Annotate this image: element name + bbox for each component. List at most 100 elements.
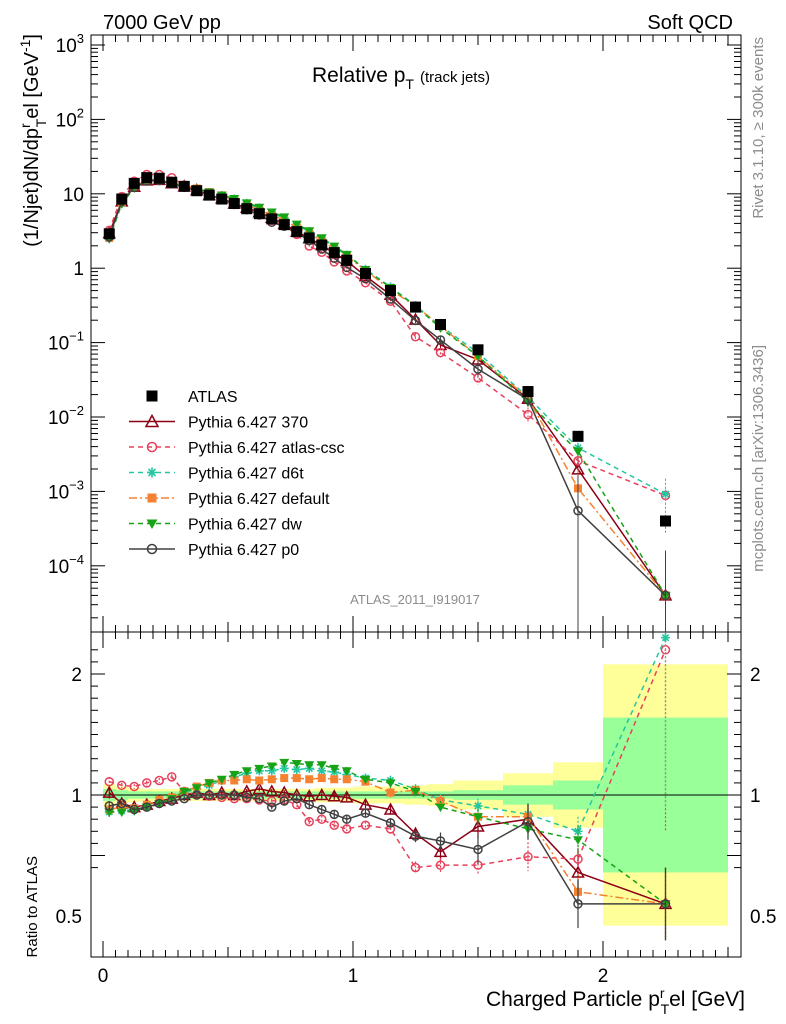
side-text-bottom: mcplots.cern.ch [arXiv:1306.3436] bbox=[750, 345, 767, 572]
data-point-atlas bbox=[216, 193, 228, 205]
ratio-point-dw bbox=[473, 813, 483, 822]
x-tick-label: 2 bbox=[598, 966, 609, 987]
data-point-atlas bbox=[435, 319, 446, 331]
data-point-atlas bbox=[316, 239, 328, 251]
ratio-point-default bbox=[267, 775, 276, 784]
point-atlas-csc bbox=[523, 409, 533, 420]
ratio-point-dw bbox=[304, 761, 315, 770]
data-point-atlas bbox=[178, 180, 190, 192]
ratio-point-dw bbox=[191, 784, 202, 793]
data-point-atlas bbox=[191, 185, 203, 197]
legend-marker bbox=[146, 543, 158, 555]
data-point-atlas bbox=[266, 213, 278, 225]
data-point-atlas bbox=[278, 219, 290, 231]
ratio-point-p0 bbox=[435, 836, 446, 846]
point-dw bbox=[573, 447, 583, 457]
ratio-point-p0 bbox=[229, 790, 239, 800]
ratio-point-d6t bbox=[292, 765, 302, 775]
ratio-point-dw bbox=[279, 758, 290, 768]
ratio-y-tick-label-right: 2 bbox=[750, 665, 761, 686]
legend-entry: Pythia 6.427 default bbox=[129, 491, 330, 508]
legend-marker bbox=[147, 467, 157, 478]
ratio-point-atlas-csc bbox=[360, 820, 371, 830]
ratio-y-tick-label-right: 0.5 bbox=[750, 907, 776, 928]
main-y-tick-label: 1 bbox=[73, 259, 84, 280]
data-point-atlas bbox=[103, 228, 115, 240]
legend-marker bbox=[146, 390, 158, 402]
ratio-point-dw bbox=[573, 836, 583, 845]
data-point-atlas bbox=[166, 176, 178, 188]
ratio-line-default bbox=[109, 777, 666, 905]
legend-marker bbox=[147, 493, 157, 503]
ratio-point-d6t bbox=[661, 633, 670, 643]
ratio-point-p0 bbox=[154, 798, 164, 809]
ratio-point-atlas-csc bbox=[167, 772, 177, 782]
ratio-point-dw bbox=[241, 767, 252, 776]
main-y-tick-label: 10−3 bbox=[48, 477, 84, 503]
ratio-y-tick-label: 2 bbox=[71, 665, 82, 686]
main-y-axis-label: (1/Njet)dN/dprTel [GeV-1] bbox=[17, 34, 49, 247]
ratio-point-p0 bbox=[167, 796, 177, 806]
ratio-point-dw bbox=[410, 787, 421, 797]
main-y-tick-label: 10−4 bbox=[48, 552, 84, 578]
ratio-point-p0 bbox=[204, 790, 214, 800]
ratio-point-dw bbox=[291, 760, 302, 769]
header-left: 7000 GeV pp bbox=[103, 12, 221, 34]
legend-label: Pythia 6.427 370 bbox=[188, 415, 308, 432]
data-point-atlas bbox=[472, 344, 484, 356]
point-dw bbox=[254, 203, 265, 213]
ratio-point-dw bbox=[385, 779, 396, 788]
ratio-point-dw bbox=[360, 775, 371, 785]
analysis-id: ATLAS_2011_I919017 bbox=[350, 592, 480, 607]
data-point-atlas bbox=[660, 515, 671, 527]
ratio-point-default bbox=[242, 775, 251, 784]
ratio-point-atlas-csc bbox=[523, 851, 533, 862]
ratio-point-d6t bbox=[473, 801, 483, 811]
data-point-atlas bbox=[241, 203, 253, 215]
ratio-point-370 bbox=[252, 781, 267, 795]
ratio-point-p0 bbox=[192, 790, 202, 800]
x-axis-label: Charged Particle pr Tel [GeV] bbox=[486, 985, 745, 1017]
ratio-point-370 bbox=[471, 819, 485, 832]
ratio-point-dw bbox=[229, 770, 240, 780]
legend-entry: Pythia 6.427 370 bbox=[129, 413, 308, 432]
ratio-point-p0 bbox=[304, 799, 314, 810]
legend: ATLAS Pythia 6.427 370 Pythia 6.427 atlas-… bbox=[129, 389, 345, 559]
data-point-atlas bbox=[228, 198, 240, 210]
x-tick-labels: 0 1 2 bbox=[98, 966, 609, 987]
ratio-point-p0 bbox=[292, 793, 302, 804]
legend-entry: Pythia 6.427 d6t bbox=[129, 466, 304, 483]
ratio-point-default bbox=[317, 774, 326, 783]
ratio-point-p0 bbox=[217, 790, 227, 800]
ratio-point-atlas-csc bbox=[104, 776, 114, 787]
main-y-tick-label: 10−2 bbox=[48, 403, 84, 429]
data-point-atlas bbox=[328, 247, 340, 259]
ratio-point-default bbox=[292, 774, 301, 783]
ratio-point-atlas-csc bbox=[154, 775, 164, 786]
ratio-point-dw bbox=[266, 762, 277, 771]
data-point-atlas bbox=[203, 189, 215, 201]
ratio-point-p0 bbox=[473, 844, 483, 855]
data-point-atlas bbox=[141, 172, 153, 184]
point-atlas-csc bbox=[410, 331, 421, 342]
ratio-point-dw bbox=[341, 767, 352, 776]
ratio-point-370 bbox=[571, 865, 585, 878]
main-axis-ticks bbox=[91, 35, 741, 632]
ratio-point-default bbox=[330, 775, 339, 784]
main-y-tick-label: 10 bbox=[63, 185, 84, 206]
ratio-point-370 bbox=[327, 789, 342, 802]
ratio-point-370 bbox=[383, 802, 398, 815]
ratio-point-dw bbox=[204, 779, 215, 788]
ratio-point-p0 bbox=[242, 792, 252, 803]
ratio-point-dw bbox=[216, 775, 227, 785]
data-point-atlas bbox=[522, 386, 534, 398]
point-p0 bbox=[410, 315, 421, 326]
ratio-point-default bbox=[255, 776, 264, 785]
ratio-point-atlas-csc bbox=[317, 814, 327, 824]
data-point-atlas bbox=[303, 232, 315, 244]
ratio-point-atlas-csc bbox=[573, 854, 583, 864]
ratio-line-atlas-csc bbox=[109, 649, 667, 869]
ratio-point-default bbox=[386, 788, 395, 797]
